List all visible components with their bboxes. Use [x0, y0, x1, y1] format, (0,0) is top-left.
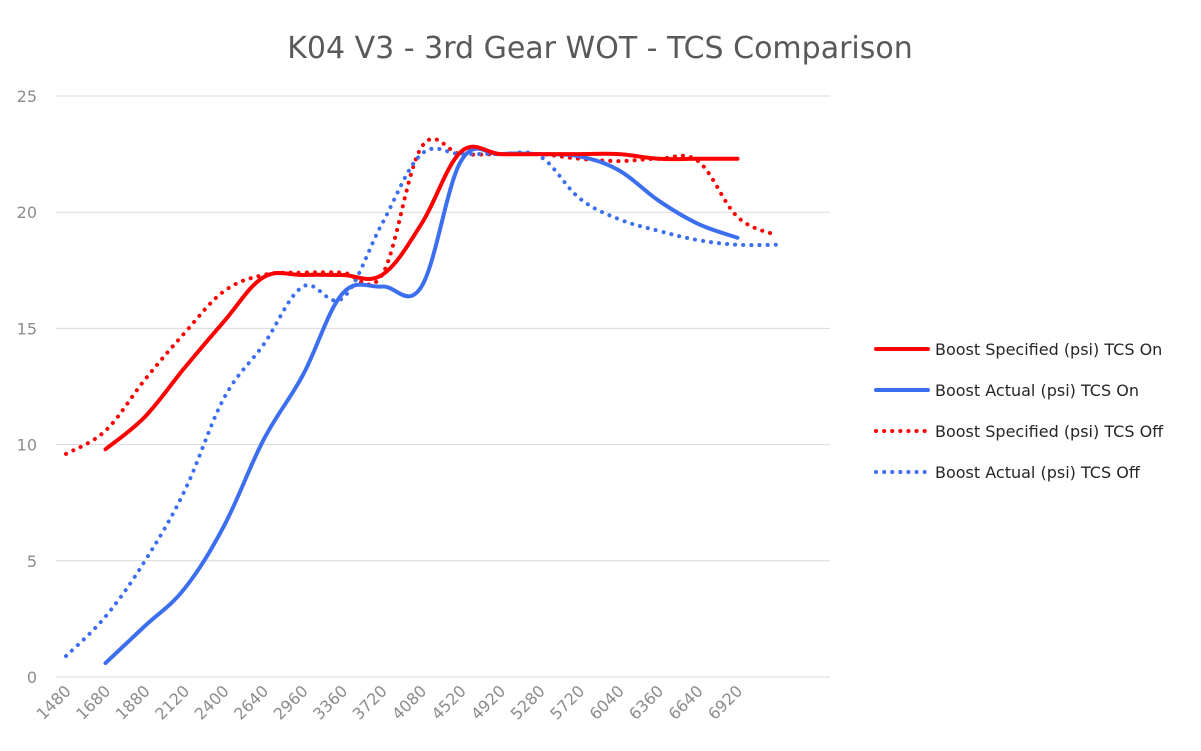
series-line-4 [64, 146, 779, 659]
x-tick-label: 1480 [33, 681, 75, 723]
x-tick-label: 3360 [309, 681, 351, 723]
x-axis-ticks: 1480168018802120240026402960336037204080… [33, 681, 747, 723]
series-line-1 [103, 144, 740, 452]
x-tick-label: 6640 [665, 681, 707, 723]
y-tick-label: 10 [17, 436, 37, 455]
y-tick-label: 5 [27, 552, 37, 571]
series-line-2 [103, 146, 740, 666]
x-tick-label: 2960 [270, 681, 312, 723]
x-tick-label: 6920 [704, 681, 746, 723]
legend-label-3: Boost Specified (psi) TCS Off [935, 422, 1164, 441]
x-tick-label: 4920 [467, 681, 509, 723]
legend-label-1: Boost Specified (psi) TCS On [935, 340, 1162, 359]
y-axis-ticks: 0 5 10 15 20 25 [17, 87, 37, 687]
y-tick-label: 25 [17, 87, 37, 106]
x-tick-label: 4520 [428, 681, 470, 723]
x-tick-label: 6040 [586, 681, 628, 723]
legend-label-4: Boost Actual (psi) TCS Off [935, 463, 1141, 482]
x-tick-label: 1880 [112, 681, 154, 723]
x-tick-label: 6360 [625, 681, 667, 723]
y-tick-label: 15 [17, 319, 37, 338]
legend: Boost Specified (psi) TCS On Boost Actual… [874, 340, 1164, 482]
x-tick-label: 4080 [388, 681, 430, 723]
series-lines [64, 136, 779, 666]
chart-title: K04 V3 - 3rd Gear WOT - TCS Comparison [287, 31, 913, 66]
y-tick-label: 20 [17, 203, 37, 222]
y-tick-label: 0 [27, 668, 37, 687]
x-tick-label: 3720 [349, 681, 391, 723]
x-tick-label: 2400 [191, 681, 233, 723]
series-line-3 [64, 136, 779, 456]
x-tick-label: 1680 [72, 681, 114, 723]
x-tick-label: 2640 [230, 681, 272, 723]
legend-label-2: Boost Actual (psi) TCS On [935, 381, 1139, 400]
x-tick-label: 5280 [507, 681, 549, 723]
x-tick-label: 2120 [151, 681, 193, 723]
x-tick-label: 5720 [546, 681, 588, 723]
